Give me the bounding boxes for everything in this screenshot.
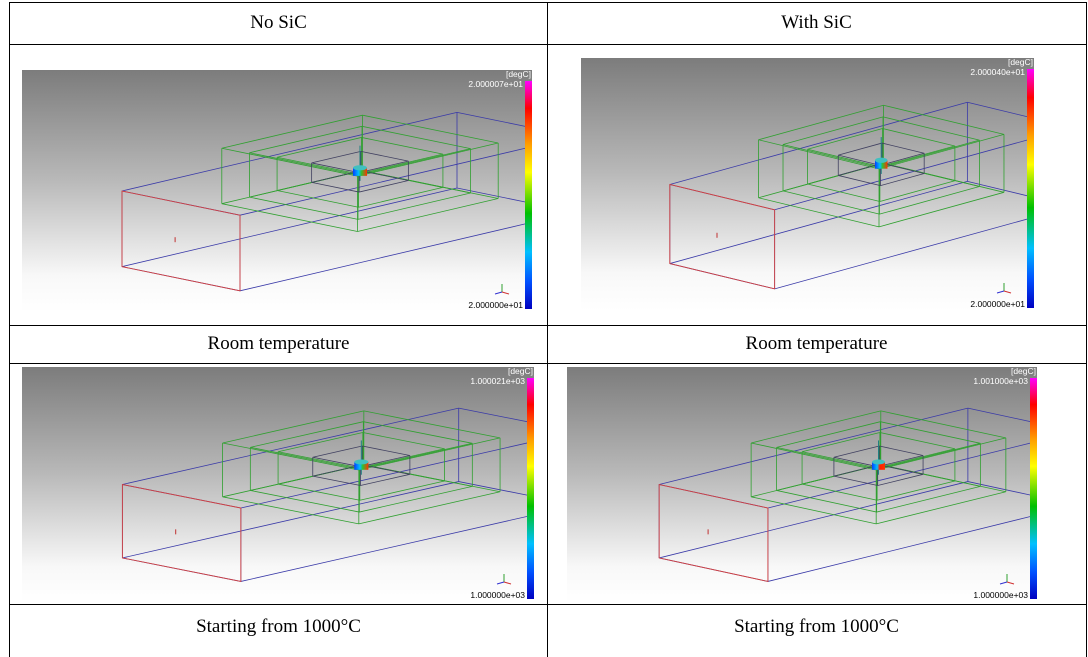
sample-top (872, 460, 885, 465)
table-border (9, 44, 1087, 45)
color-bar (1027, 69, 1034, 308)
table-border (9, 604, 1087, 605)
color-bar-min: 2.000000e+01 (468, 300, 523, 310)
color-bar (527, 378, 534, 599)
color-bar-min: 1.000000e+03 (470, 590, 525, 600)
color-bar-min: 2.000000e+01 (970, 299, 1025, 309)
sample-top (354, 460, 368, 465)
color-bar-unit: [degC] (1008, 58, 1033, 67)
table-border (9, 325, 1087, 326)
color-bar-max: 2.000007e+01 (468, 79, 523, 89)
color-bar-unit: [degC] (1011, 367, 1036, 376)
table-border (9, 2, 1087, 3)
column-header: With SiC (548, 12, 1085, 34)
simulation-image: [degC]2.000007e+01 2.000000e+01 (22, 70, 532, 312)
sample-top (353, 165, 367, 170)
color-bar-min: 1.000000e+03 (973, 590, 1028, 600)
simulation-image: [degC]2.000040e+01 2.000000e+01 (581, 58, 1034, 311)
caption: Starting from 1000°C (548, 616, 1085, 638)
table-border (9, 363, 1087, 364)
column-header: No SiC (10, 12, 547, 34)
color-bar-unit: [degC] (506, 70, 531, 79)
simulation-image: [degC]1.000021e+03 1.000000e+03 (22, 367, 534, 602)
sample-top (875, 158, 887, 163)
color-bar (1030, 378, 1037, 599)
color-bar-unit: [degC] (508, 367, 533, 376)
caption: Room temperature (548, 333, 1085, 355)
color-bar-max: 2.000040e+01 (970, 67, 1025, 77)
page: No SiC With SiC Room temperature Room te… (0, 0, 1088, 657)
color-bar-max: 1.000021e+03 (470, 376, 525, 386)
color-bar (525, 81, 532, 309)
color-bar-max: 1.001000e+03 (973, 376, 1028, 386)
table-border (1086, 2, 1087, 657)
caption: Room temperature (10, 333, 547, 355)
caption: Starting from 1000°C (10, 616, 547, 638)
table-border (547, 2, 548, 657)
table-border (9, 2, 10, 657)
simulation-image: [degC]1.001000e+03 1.000000e+03 (567, 367, 1037, 602)
